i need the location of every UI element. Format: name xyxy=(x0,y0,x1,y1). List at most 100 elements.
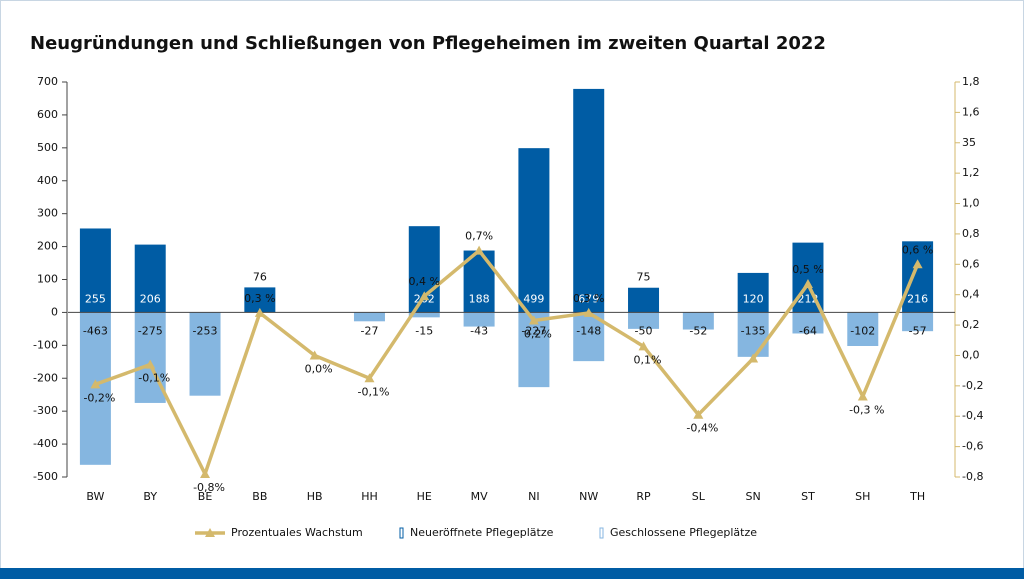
y-tick-label: 0 xyxy=(51,305,58,318)
x-tick-label: TH xyxy=(909,490,925,503)
bar-value-label: 679 xyxy=(578,292,599,305)
bar-value-label: 76 xyxy=(253,270,267,283)
bar-value-label: -135 xyxy=(741,324,766,337)
line-marker xyxy=(693,409,704,419)
bar xyxy=(79,312,111,465)
y2-tick-label: 0,4 xyxy=(962,288,980,301)
line-marker xyxy=(802,279,813,289)
y2-tick-label: -0,2 xyxy=(962,379,983,392)
y-tick-label: 200 xyxy=(37,240,58,253)
line-marker xyxy=(748,353,759,363)
bar-value-label: 216 xyxy=(907,292,928,305)
bar-value-label: -463 xyxy=(83,324,108,337)
bar-value-label: -275 xyxy=(138,324,163,337)
legend-label: Prozentuales Wachstum xyxy=(231,526,363,539)
y-tick-label: 100 xyxy=(37,273,58,286)
y2-tick-label: 0,6 xyxy=(962,257,980,270)
bar xyxy=(792,312,824,334)
bar-value-label: -148 xyxy=(576,324,601,337)
y-tick-label: 300 xyxy=(37,207,58,220)
y2-tick-label: 1,6 xyxy=(962,105,980,118)
bar-value-label: -227 xyxy=(521,324,546,337)
line-value-label: 0,6 % xyxy=(902,243,933,256)
y-tick-label: -300 xyxy=(33,404,58,417)
y-tick-label: -500 xyxy=(33,470,58,483)
y-tick-label: 500 xyxy=(37,141,58,154)
line-marker xyxy=(528,315,539,325)
bar-value-label: -50 xyxy=(635,324,653,337)
y-tick-label: -400 xyxy=(33,437,58,450)
bar-value-label: 499 xyxy=(523,292,544,305)
line-value-label: 0,3 % xyxy=(244,292,275,305)
bar-value-label: -43 xyxy=(470,324,488,337)
y2-tick-label: 1,2 xyxy=(962,166,980,179)
bar xyxy=(902,312,934,332)
bar-value-label: 75 xyxy=(637,271,651,284)
line-value-label: 0,0% xyxy=(305,362,333,375)
bar xyxy=(408,312,440,318)
legend-swatch xyxy=(399,527,404,539)
line-marker xyxy=(583,307,594,317)
y2-tick-label: -0,8 xyxy=(962,470,983,483)
line-value-label: 0,1% xyxy=(634,353,662,366)
x-tick-label: SN xyxy=(746,490,761,503)
bar xyxy=(518,312,550,388)
y2-tick-label: 0,2 xyxy=(962,318,980,331)
bar xyxy=(518,148,550,313)
y-tick-label: -100 xyxy=(33,338,58,351)
line-value-label: -0,2% xyxy=(83,391,115,404)
x-tick-label: BY xyxy=(143,490,157,503)
line-value-label: -0,3 % xyxy=(849,403,884,416)
bar-value-label: 255 xyxy=(85,292,106,305)
line-marker xyxy=(145,359,156,369)
legend-swatch xyxy=(599,527,604,539)
y-tick-label: 600 xyxy=(37,108,58,121)
bar-value-label: 188 xyxy=(469,292,490,305)
line-marker xyxy=(309,350,320,360)
y2-tick-label: -0,6 xyxy=(962,440,983,453)
line-marker xyxy=(200,468,211,478)
x-tick-label: HH xyxy=(361,490,378,503)
line-marker xyxy=(90,379,101,389)
bar-value-label: -102 xyxy=(850,324,875,337)
line-value-label: 0,7% xyxy=(465,230,493,243)
y2-tick-label: -0,4 xyxy=(962,409,983,422)
line-value-label: 0,2% xyxy=(524,328,552,341)
bar xyxy=(737,312,769,357)
line-marker xyxy=(912,259,923,269)
bar xyxy=(902,241,934,313)
y2-tick-label: 1,8 xyxy=(962,75,980,88)
x-tick-label: SH xyxy=(855,490,870,503)
bar-value-label: 206 xyxy=(140,292,161,305)
bar-value-label: -253 xyxy=(193,324,218,337)
bar-value-label: -27 xyxy=(360,324,378,337)
bar-value-label: -52 xyxy=(689,324,707,337)
line-value-label: -0,1% xyxy=(358,385,390,398)
y-tick-label: 400 xyxy=(37,174,58,187)
bar xyxy=(628,287,660,313)
bar xyxy=(628,312,660,329)
x-tick-label: SL xyxy=(692,490,706,503)
line-marker xyxy=(474,245,485,255)
x-tick-label: BW xyxy=(86,490,104,503)
line-marker xyxy=(419,291,430,301)
line xyxy=(94,248,920,476)
x-tick-label: NW xyxy=(579,490,598,503)
bar xyxy=(134,244,166,313)
x-tick-label: MV xyxy=(471,490,488,503)
y2-tick-label: 35 xyxy=(962,136,976,149)
x-tick-label: HB xyxy=(307,490,323,503)
footer-band xyxy=(0,568,1024,579)
bar-value-label: -64 xyxy=(799,324,817,337)
bar-value-label: -57 xyxy=(909,324,927,337)
line-marker xyxy=(364,373,375,383)
bar xyxy=(189,312,221,396)
legend-label: Geschlossene Pflegeplätze xyxy=(610,526,757,539)
line-marker xyxy=(254,307,265,317)
x-tick-label: BE xyxy=(198,490,213,503)
line-value-label: 0,3 % xyxy=(573,292,604,305)
line-marker xyxy=(857,391,868,401)
legend-swatch xyxy=(205,528,215,537)
bar-value-label: -15 xyxy=(415,324,433,337)
